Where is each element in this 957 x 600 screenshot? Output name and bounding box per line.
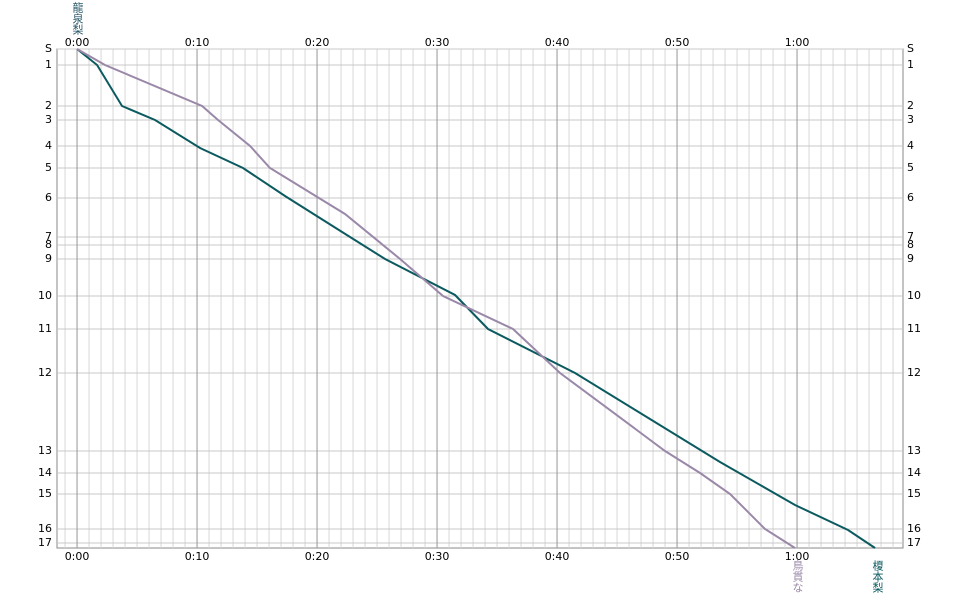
- y-tick-label: 7: [45, 230, 52, 243]
- x-tick-label: 1:00: [785, 550, 810, 563]
- x-tick-label: 0:30: [425, 550, 450, 563]
- y-tick-label-right: 6: [907, 191, 914, 204]
- y-tick-label-right: 4: [907, 139, 914, 152]
- y-tick-label-right: 11: [907, 322, 921, 335]
- x-tick-label-top: 0:20: [305, 36, 330, 49]
- y-tick-label: 8: [45, 238, 52, 251]
- y-tick-label: 11: [38, 322, 52, 335]
- y-tick-label-right: S: [907, 42, 914, 55]
- y-tick-label-right: 10: [907, 289, 921, 302]
- y-tick-label: 16: [38, 522, 52, 535]
- x-tick-label-top: 0:30: [425, 36, 450, 49]
- y-tick-label: 17: [38, 536, 52, 549]
- x-tick-label-top: 0:50: [665, 36, 690, 49]
- y-tick-label-right: 12: [907, 366, 921, 379]
- series-label: 鳥貫な: [791, 559, 804, 593]
- y-tick-label: 5: [45, 161, 52, 174]
- y-tick-label: 3: [45, 113, 52, 126]
- y-tick-label: 14: [38, 466, 52, 479]
- y-tick-label: 9: [45, 252, 52, 265]
- series-line: [76, 48, 876, 549]
- y-tick-label-right: 1: [907, 58, 914, 71]
- y-tick-label-right: 5: [907, 161, 914, 174]
- y-tick-label: 2: [45, 99, 52, 112]
- y-tick-label-right: 9: [907, 252, 914, 265]
- y-tick-label-right: 8: [907, 238, 914, 251]
- plot-area: [56, 48, 904, 549]
- x-tick-label-top: 1:00: [785, 36, 810, 49]
- y-tick-label: S: [45, 42, 52, 55]
- y-tick-label-right: 3: [907, 113, 914, 126]
- series-label: 榎本梨: [871, 559, 884, 594]
- y-tick-label-right: 15: [907, 487, 921, 500]
- y-tick-label-right: 14: [907, 466, 921, 479]
- start-label: 龍泉梨: [71, 1, 84, 36]
- y-tick-label: 4: [45, 139, 52, 152]
- x-tick-label: 0:50: [665, 550, 690, 563]
- y-tick-label: 12: [38, 366, 52, 379]
- y-tick-label: 13: [38, 444, 52, 457]
- y-tick-label-right: 2: [907, 99, 914, 112]
- y-tick-label-right: 13: [907, 444, 921, 457]
- y-tick-label-right: 17: [907, 536, 921, 549]
- x-tick-label-top: 0:40: [545, 36, 570, 49]
- y-tick-label-right: 7: [907, 230, 914, 243]
- x-tick-label-top: 0:10: [185, 36, 210, 49]
- x-tick-label: 0:10: [185, 550, 210, 563]
- y-tick-label: 6: [45, 191, 52, 204]
- y-tick-label: 15: [38, 487, 52, 500]
- x-tick-label: 0:40: [545, 550, 570, 563]
- y-tick-label-right: 16: [907, 522, 921, 535]
- y-tick-label: 1: [45, 58, 52, 71]
- series-line: [76, 48, 796, 549]
- y-tick-label: 10: [38, 289, 52, 302]
- x-tick-label: 0:20: [305, 550, 330, 563]
- x-tick-label: 0:00: [65, 550, 90, 563]
- x-tick-label-top: 0:00: [65, 36, 90, 49]
